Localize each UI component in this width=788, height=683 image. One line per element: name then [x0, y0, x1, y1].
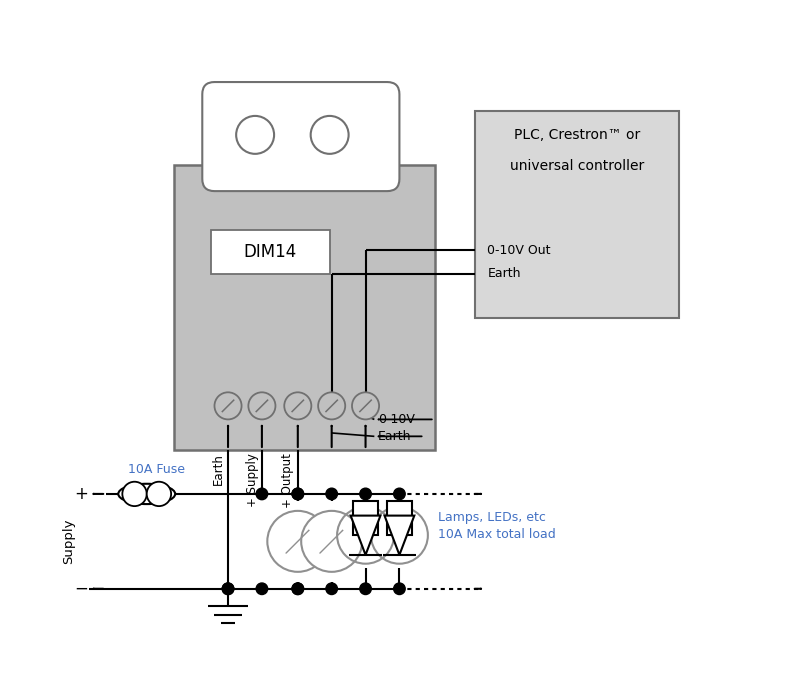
- Circle shape: [318, 392, 345, 419]
- Text: 10A Fuse: 10A Fuse: [128, 462, 184, 475]
- Circle shape: [292, 583, 303, 594]
- Circle shape: [256, 583, 268, 594]
- Ellipse shape: [118, 484, 175, 504]
- Text: +: +: [74, 485, 88, 503]
- Circle shape: [352, 392, 379, 419]
- Text: Earth: Earth: [212, 454, 225, 485]
- Circle shape: [236, 116, 274, 154]
- Circle shape: [248, 392, 276, 419]
- Circle shape: [301, 511, 362, 572]
- Text: + Output: + Output: [281, 454, 295, 508]
- Circle shape: [394, 488, 405, 500]
- Text: 0-10V Out: 0-10V Out: [488, 244, 551, 257]
- Circle shape: [147, 482, 171, 506]
- Circle shape: [326, 488, 337, 500]
- Circle shape: [267, 511, 329, 572]
- Circle shape: [360, 583, 371, 594]
- Text: Supply: Supply: [62, 518, 76, 564]
- Circle shape: [326, 583, 337, 594]
- Bar: [174, 165, 435, 450]
- Text: PLC, Crestron™ or: PLC, Crestron™ or: [514, 128, 640, 142]
- Circle shape: [292, 488, 303, 500]
- Bar: [475, 111, 678, 318]
- Circle shape: [284, 392, 311, 419]
- Circle shape: [222, 583, 234, 594]
- Text: DIM14: DIM14: [243, 242, 297, 261]
- Circle shape: [310, 116, 348, 154]
- Text: 0-10V: 0-10V: [377, 413, 414, 426]
- Bar: [387, 501, 411, 535]
- Text: Lamps, LEDs, etc: Lamps, LEDs, etc: [438, 511, 546, 524]
- Circle shape: [292, 583, 303, 594]
- Circle shape: [222, 583, 234, 594]
- Text: + Supply: + Supply: [246, 454, 258, 507]
- Circle shape: [256, 488, 268, 500]
- Circle shape: [394, 583, 405, 594]
- Text: 10A Max total load: 10A Max total load: [438, 528, 556, 541]
- Polygon shape: [351, 516, 381, 555]
- Bar: [211, 229, 329, 274]
- Circle shape: [360, 488, 371, 500]
- Text: −: −: [74, 580, 88, 598]
- Text: universal controller: universal controller: [510, 158, 644, 173]
- Circle shape: [292, 488, 303, 500]
- Polygon shape: [385, 516, 414, 555]
- Bar: [353, 501, 377, 535]
- FancyBboxPatch shape: [203, 82, 400, 191]
- Circle shape: [214, 392, 242, 419]
- Text: Earth: Earth: [488, 267, 521, 280]
- Text: Earth: Earth: [377, 430, 411, 443]
- Circle shape: [122, 482, 147, 506]
